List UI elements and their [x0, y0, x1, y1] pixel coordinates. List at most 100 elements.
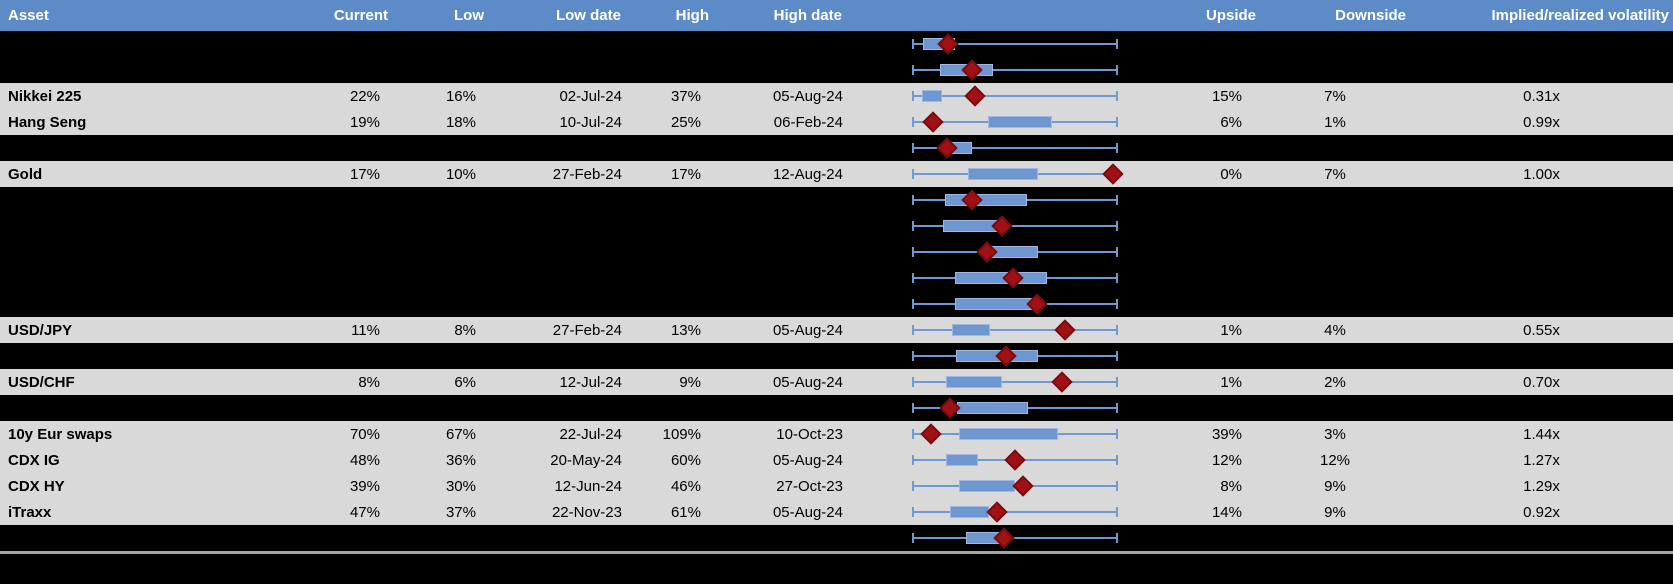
table-row-hidden [0, 135, 1673, 161]
whisker-cap-left [912, 65, 914, 75]
whisker-cap-right [1116, 455, 1118, 465]
low-date: 20-May-24 [550, 451, 622, 469]
high-value: 25% [670, 113, 701, 131]
table-row-hang-seng: Hang Seng 19% 18% 10-Jul-24 25% 06-Feb-24 6% 1%… [0, 109, 1673, 135]
whisker-line [913, 69, 1117, 71]
implied-realized-volatility-value: 0.92x [1523, 503, 1560, 521]
range-plot-cell [846, 447, 1130, 473]
whisker-cap-left [912, 481, 914, 491]
whisker-cap-right [1116, 507, 1118, 517]
range-box [951, 324, 990, 336]
table-row-hidden [0, 525, 1673, 551]
whisker-line [913, 511, 1117, 513]
whisker-cap-left [912, 221, 914, 231]
high-date: 05-Aug-24 [772, 451, 843, 469]
whisker-cap-left [912, 299, 914, 309]
range-plot [912, 161, 1124, 187]
range-box [921, 90, 942, 102]
whisker-cap-left [912, 403, 914, 413]
table-row-nikkei-225: Nikkei 225 22% 16% 02-Jul-24 37% 05-Aug-24 15%… [0, 83, 1673, 109]
range-plot-cell [846, 343, 1130, 369]
current-level-diamond-icon [920, 423, 942, 445]
upside-value: 14% [1211, 503, 1242, 521]
range-plot [912, 525, 1118, 551]
low-date: 12-Jul-24 [559, 373, 622, 391]
whisker-cap-left [912, 351, 914, 361]
range-plot-cell [846, 421, 1130, 447]
table-row-cdx-hy: CDX HY 39% 30% 12-Jun-24 46% 27-Oct-23 8% 9% 1.2… [0, 473, 1673, 499]
whisker-line [913, 95, 1117, 97]
high-value: 60% [670, 451, 701, 469]
range-plot [912, 213, 1118, 239]
current-level-diamond-icon [995, 345, 1017, 367]
table-body: Nikkei 225 22% 16% 02-Jul-24 37% 05-Aug-24 15%… [0, 31, 1673, 551]
table-row-itraxx: iTraxx 47% 37% 22-Nov-23 61% 05-Aug-24 14% 9% 0.… [0, 499, 1673, 525]
whisker-cap-left [912, 325, 914, 335]
whisker-cap-right [1116, 91, 1118, 101]
whisker-cap-left [912, 377, 914, 387]
whisker-cap-left [912, 169, 914, 179]
footer-band [0, 551, 1673, 584]
asset-name: 10y Eur swaps [8, 425, 113, 443]
high-date: 05-Aug-24 [772, 503, 843, 521]
upside-value: 6% [1220, 113, 1242, 131]
current-level-diamond-icon [976, 241, 998, 263]
current-value: 17% [349, 165, 380, 183]
range-plot [912, 395, 1118, 421]
asset-name: USD/CHF [8, 373, 75, 391]
table-row-hidden [0, 239, 1673, 265]
high-date: 27-Oct-23 [776, 477, 843, 495]
high-value: 17% [670, 165, 701, 183]
low-date: 27-Feb-24 [552, 165, 622, 183]
whisker-cap-left [912, 273, 914, 283]
low-value: 16% [445, 87, 476, 105]
implied-realized-volatility-value: 1.29x [1523, 477, 1560, 495]
whisker-line [913, 329, 1117, 331]
whisker-cap-left [912, 455, 914, 465]
upside-value: 8% [1220, 477, 1242, 495]
col-header-asset: Asset [8, 7, 49, 24]
range-plot [912, 57, 1118, 83]
downside-value: 7% [1324, 87, 1346, 105]
table-row-10y-eur-swaps: 10y Eur swaps 70% 67% 22-Jul-24 109% 10-Oct-2… [0, 421, 1673, 447]
range-plot [912, 421, 1118, 447]
current-value: 70% [349, 425, 380, 443]
range-box [942, 220, 998, 232]
col-header-high: High [675, 7, 709, 24]
high-date: 12-Aug-24 [772, 165, 843, 183]
asset-name: CDX HY [8, 477, 65, 495]
table-row-hidden [0, 213, 1673, 239]
whisker-cap-right [1116, 195, 1118, 205]
range-plot [912, 447, 1118, 473]
implied-realized-volatility-value: 0.55x [1523, 321, 1560, 339]
whisker-cap-right [1116, 143, 1118, 153]
low-value: 8% [454, 321, 476, 339]
implied-realized-volatility-value: 0.31x [1523, 87, 1560, 105]
downside-value: 9% [1324, 477, 1346, 495]
range-box [946, 376, 1002, 388]
high-date: 06-Feb-24 [773, 113, 843, 131]
range-plot-cell [846, 83, 1130, 109]
high-value: 9% [679, 373, 701, 391]
current-level-diamond-icon [991, 215, 1013, 237]
col-header-low: Low [454, 7, 484, 24]
current-level-diamond-icon [1026, 293, 1048, 315]
range-plot [912, 499, 1118, 525]
downside-value: 2% [1324, 373, 1346, 391]
range-plot-cell [846, 213, 1130, 239]
low-date: 10-Jul-24 [559, 113, 622, 131]
range-box [946, 454, 979, 466]
whisker-cap-left [912, 91, 914, 101]
low-value: 37% [445, 503, 476, 521]
whisker-line [913, 381, 1117, 383]
range-plot-cell [846, 31, 1130, 57]
range-plot-cell [846, 239, 1130, 265]
high-value: 46% [670, 477, 701, 495]
table-row-hidden [0, 395, 1673, 421]
table-row-hidden [0, 57, 1673, 83]
upside-value: 12% [1211, 451, 1242, 469]
range-plot-cell [846, 525, 1130, 551]
range-plot [912, 135, 1118, 161]
high-value: 13% [670, 321, 701, 339]
